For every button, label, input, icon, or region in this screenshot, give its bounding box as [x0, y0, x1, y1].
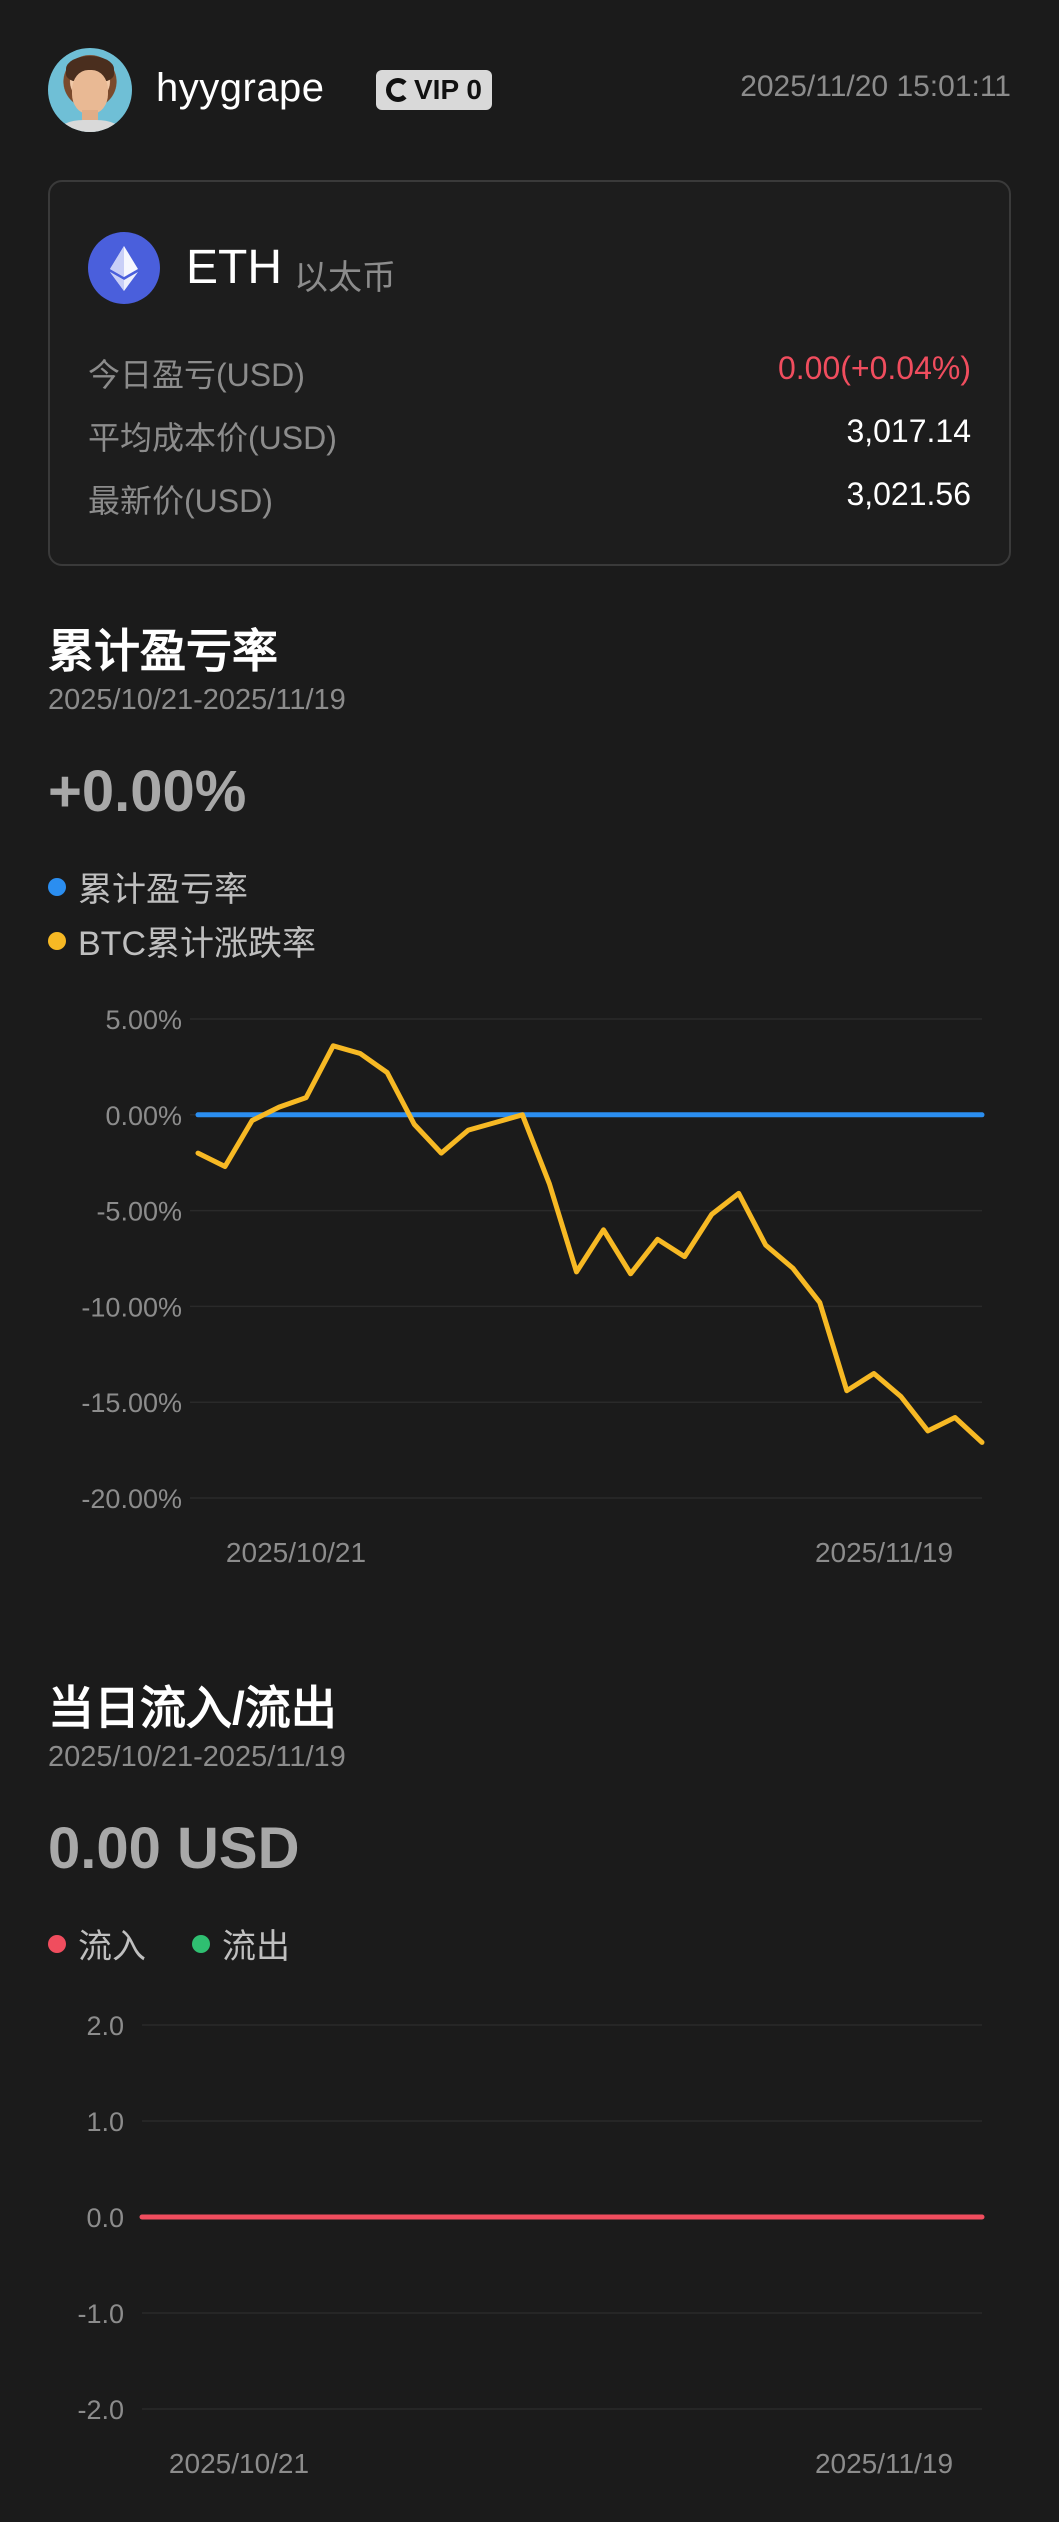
legend-label-in: 流入: [78, 1928, 146, 1966]
avatar[interactable]: [48, 48, 132, 132]
y-tick-label: 1.0: [86, 2107, 124, 2137]
pnl-chart[interactable]: 5.00% 0.00% -5.00% -10.00% -15.00% -20.00% 202…: [0, 990, 1059, 1590]
vip-icon: [386, 78, 410, 102]
legend-dot-out: [192, 1934, 210, 1953]
latest-price-label: 最新价(USD): [88, 483, 273, 519]
legend-label-pnl: 累计盈亏率: [78, 871, 248, 909]
coin-name: 以太币: [294, 259, 396, 297]
asset-card: ETH 以太币 今日盈亏(USD) 0.00(+0.04%) 平均成本价(USD…: [48, 180, 1011, 566]
row-latest-price: 最新价(USD) 3,021.56: [88, 476, 971, 519]
flow-date-range: 2025/10/21-2025/11/19: [48, 1741, 346, 1773]
pnl-value: +0.00%: [48, 759, 247, 824]
y-tick-label: 0.0: [86, 2203, 124, 2233]
y-tick-label: -10.00%: [81, 1292, 182, 1322]
row-today-pnl: 今日盈亏(USD) 0.00(+0.04%): [88, 350, 971, 393]
x-tick-label: 2025/11/19: [815, 1537, 953, 1568]
y-tick-label: -20.00%: [81, 1484, 182, 1514]
y-tick-label: 5.00%: [105, 1005, 182, 1035]
y-tick-label: -2.0: [77, 2395, 124, 2425]
profile-header: hyygrape VIP 0 2025/11/20 15:01:11: [48, 48, 1011, 132]
x-tick-label: 2025/10/21: [169, 2448, 309, 2479]
flow-legend-in[interactable]: 流入: [48, 1919, 146, 1968]
vip-label: VIP 0: [414, 74, 482, 105]
y-tick-label: 0.00%: [105, 1101, 182, 1131]
legend-label-btc: BTC累计涨跌率: [78, 925, 316, 963]
flow-title: 当日流入/流出: [48, 1682, 337, 1734]
legend-label-out: 流出: [222, 1928, 290, 1966]
avg-cost-value: 3,017.14: [846, 413, 971, 449]
avatar-face: [72, 70, 108, 114]
eth-icon: [88, 232, 160, 304]
flow-legend: 流入 流出: [48, 1919, 336, 1968]
pnl-date-range: 2025/10/21-2025/11/19: [48, 684, 346, 716]
legend-dot-in: [48, 1934, 66, 1953]
series-line-1[interactable]: [195, 1043, 985, 1445]
pnl-legend-2[interactable]: BTC累计涨跌率: [48, 916, 316, 965]
legend-dot-btc: [48, 931, 66, 950]
y-tick-label: -5.00%: [96, 1197, 182, 1227]
x-tick-label: 2025/10/21: [226, 1537, 366, 1568]
avatar-shirt: [58, 120, 122, 132]
avg-cost-label: 平均成本价(USD): [88, 420, 337, 456]
timestamp: 2025/11/20 15:01:11: [740, 70, 1011, 103]
latest-price-value: 3,021.56: [846, 476, 971, 512]
today-pnl-label: 今日盈亏(USD): [88, 357, 305, 393]
flow-chart[interactable]: 2.0 1.0 0.0 -1.0 -2.0 2025/10/21 2025/11/19: [0, 1990, 1059, 2490]
legend-dot-pnl: [48, 877, 66, 896]
row-avg-cost: 平均成本价(USD) 3,017.14: [88, 413, 971, 456]
y-tick-label: 2.0: [86, 2011, 124, 2041]
pnl-title: 累计盈亏率: [48, 625, 278, 677]
pnl-legend-1[interactable]: 累计盈亏率: [48, 862, 248, 911]
x-tick-label: 2025/11/19: [815, 2448, 953, 2479]
flow-value: 0.00 USD: [48, 1816, 300, 1881]
flow-legend-out[interactable]: 流出: [192, 1919, 290, 1968]
coin-symbol: ETH: [186, 241, 282, 294]
y-tick-label: -1.0: [77, 2299, 124, 2329]
username: hyygrape: [156, 66, 325, 110]
y-tick-label: -15.00%: [81, 1388, 182, 1418]
vip-badge[interactable]: VIP 0: [376, 70, 492, 110]
today-pnl-value: 0.00(+0.04%): [777, 350, 971, 386]
